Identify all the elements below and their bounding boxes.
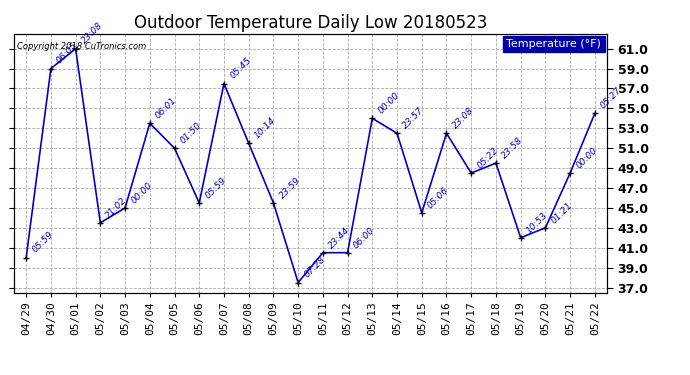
- Text: 10:14: 10:14: [253, 116, 277, 141]
- Text: Temperature (°F): Temperature (°F): [506, 39, 601, 49]
- Text: 05:59: 05:59: [204, 176, 228, 200]
- Text: 01:50: 01:50: [179, 121, 204, 146]
- Text: 23:08: 23:08: [80, 21, 104, 46]
- Text: 06:05: 06:05: [55, 41, 80, 66]
- Text: 06:01: 06:01: [154, 96, 179, 120]
- Text: 21:02: 21:02: [104, 195, 129, 220]
- Text: 23:44: 23:44: [327, 225, 352, 250]
- Text: 00:00: 00:00: [129, 180, 154, 205]
- Text: 05:06: 05:06: [426, 185, 451, 210]
- Text: 00:00: 00:00: [574, 146, 599, 170]
- Text: 10:53: 10:53: [525, 210, 549, 235]
- Text: 23:58: 23:58: [500, 136, 525, 160]
- Text: 23:57: 23:57: [401, 106, 426, 130]
- Text: Copyright 2018 CuTronics.com: Copyright 2018 CuTronics.com: [17, 42, 146, 51]
- Text: 01:21: 01:21: [549, 200, 574, 225]
- Title: Outdoor Temperature Daily Low 20180523: Outdoor Temperature Daily Low 20180523: [134, 14, 487, 32]
- Text: 05:45: 05:45: [228, 56, 253, 81]
- Text: 05:59: 05:59: [30, 230, 55, 255]
- Text: 07:28: 07:28: [302, 255, 327, 280]
- Text: 00:00: 00:00: [377, 91, 401, 116]
- Text: 05:22: 05:22: [475, 146, 500, 170]
- Text: 05:27: 05:27: [599, 86, 624, 111]
- Text: 06:00: 06:00: [352, 225, 377, 250]
- Text: 23:08: 23:08: [451, 106, 475, 130]
- Text: 23:59: 23:59: [277, 176, 302, 200]
